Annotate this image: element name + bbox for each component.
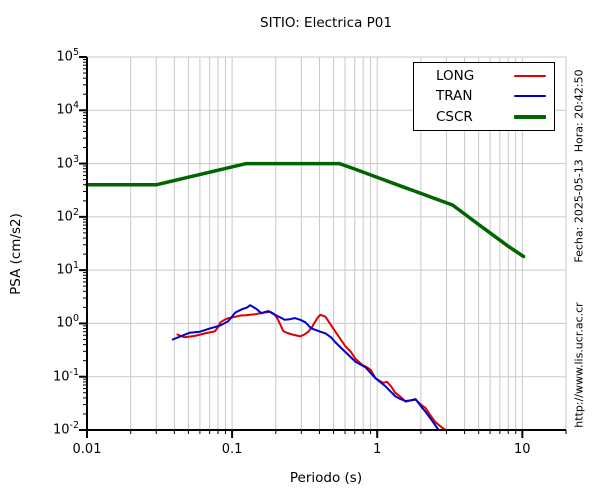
page-title: SITIO: Electrica P01 bbox=[260, 15, 392, 31]
legend: LONG TRAN CSCR bbox=[413, 62, 555, 131]
y-tick-label: 101 bbox=[56, 260, 79, 278]
legend-line-sample-long bbox=[514, 75, 546, 78]
legend-label-tran: TRAN bbox=[436, 88, 473, 105]
series-cscr bbox=[85, 161, 526, 259]
x-tick-label: 10 bbox=[514, 442, 531, 457]
legend-line-sample-cscr bbox=[514, 115, 546, 119]
legend-item-long: LONG bbox=[422, 68, 546, 84]
legend-line-sample-tran bbox=[514, 95, 546, 98]
y-tick-label: 104 bbox=[56, 100, 79, 118]
x-tick-label: 0.01 bbox=[72, 442, 102, 457]
y-tick-label: 10-2 bbox=[52, 420, 79, 438]
series-tran bbox=[171, 304, 440, 431]
x-axis-label: Periodo (s) bbox=[289, 470, 363, 486]
legend-label-long: LONG bbox=[436, 68, 475, 85]
timestamp-note: Fecha: 2025-05-13 Hora: 20:42:50 bbox=[572, 69, 586, 263]
legend-label-cscr: CSCR bbox=[436, 108, 473, 125]
series-long bbox=[176, 310, 447, 431]
y-tick-label: 10-1 bbox=[52, 366, 79, 385]
y-tick-label: 102 bbox=[56, 206, 79, 225]
legend-item-cscr: CSCR bbox=[422, 109, 546, 125]
y-axis-label: PSA (cm/s2) bbox=[8, 213, 24, 295]
legend-item-tran: TRAN bbox=[422, 88, 546, 104]
y-tick-label: 100 bbox=[56, 313, 79, 331]
y-tick-label: 105 bbox=[56, 47, 79, 65]
x-tick-label: 0.1 bbox=[221, 442, 243, 457]
x-tick-label: 1 bbox=[373, 442, 382, 457]
website-note: http://www.lis.ucr.ac.cr bbox=[572, 302, 586, 428]
y-tick-label: 103 bbox=[56, 153, 79, 171]
